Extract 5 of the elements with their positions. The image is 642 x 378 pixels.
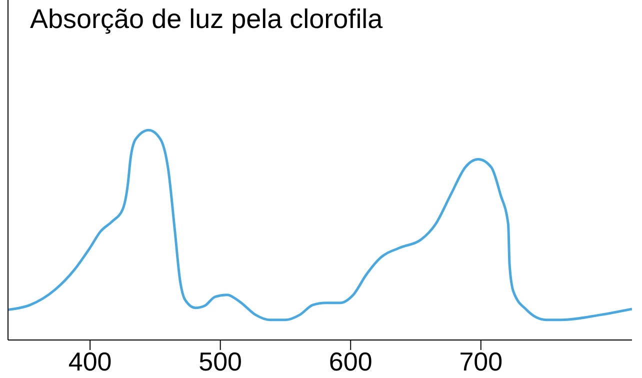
x-tick-label: 500 <box>198 346 242 376</box>
chart-title: Absorção de luz pela clorofila <box>30 4 383 35</box>
x-tick-label: 400 <box>68 346 112 376</box>
x-tick-label: 600 <box>328 346 372 376</box>
x-tick-label: 700 <box>459 346 503 376</box>
